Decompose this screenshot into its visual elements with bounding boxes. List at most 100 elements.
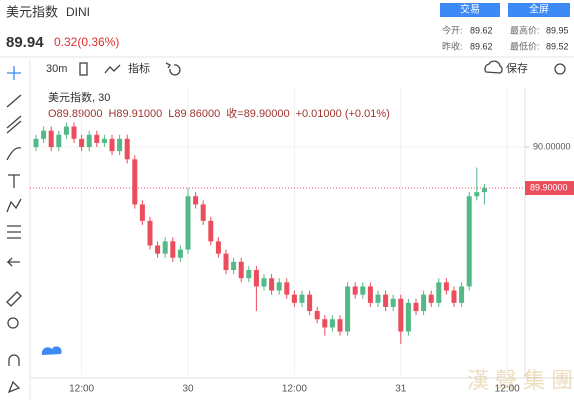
settings-icon[interactable] (554, 63, 566, 75)
candle-body (329, 319, 335, 328)
symbol: DINI (66, 5, 90, 19)
ohlc-label: O89.89000 (48, 108, 102, 120)
candle-body (398, 298, 404, 332)
candle-body (360, 286, 366, 295)
candle-body (48, 130, 54, 148)
trade-label[interactable]: 交易 (460, 3, 480, 16)
candle-body (428, 294, 434, 303)
ohlc-label: 收=89.90000 (226, 106, 289, 120)
candle-body (291, 294, 297, 303)
candle-body (223, 253, 229, 271)
candle-body (94, 134, 100, 143)
stat-value: 89.52 (546, 41, 569, 51)
candle-body (443, 282, 449, 291)
ohlc-label: H89.91000 (108, 108, 162, 120)
y-tick-label: 90.00000 (533, 141, 571, 151)
price: 89.94 (6, 34, 44, 51)
candle-body (261, 278, 267, 287)
trade-button[interactable] (440, 3, 500, 17)
candle-body (33, 138, 39, 148)
candle-body (269, 278, 275, 291)
watermark: 漢 聲 集 團 (467, 368, 573, 393)
stat-label: 昨收: (442, 40, 463, 51)
title: 美元指数 (6, 4, 58, 19)
candle-body (177, 249, 183, 258)
cloud-icon[interactable] (484, 60, 503, 74)
candle-body (56, 134, 62, 148)
candle-body (193, 196, 199, 205)
x-tick-label: 12:00 (495, 384, 520, 395)
candle-body (345, 286, 351, 332)
candle-body (63, 126, 69, 135)
candle-body (147, 220, 153, 246)
x-tick-label: 31 (395, 384, 407, 395)
candle-body (215, 241, 221, 254)
candle-body (253, 270, 259, 287)
candle-body (117, 138, 123, 152)
candle-body (139, 204, 145, 221)
candle-body (238, 261, 244, 279)
stats: 今开: 89.62 最高价: 89.95 昨收: 89.62 最低价: 89.52 (442, 24, 569, 51)
legend-title: 美元指数, 30 (48, 90, 110, 104)
stat-label: 最高价: (510, 24, 540, 35)
undo-icon[interactable] (165, 62, 181, 76)
candle-icon[interactable] (79, 62, 88, 76)
save[interactable]: 保存 (506, 61, 528, 75)
fullscreen-label[interactable]: 全屏 (529, 3, 549, 16)
candle-body (322, 319, 328, 328)
fullscreen-button[interactable] (508, 3, 570, 17)
ohlc-label: L89.86000 (168, 108, 220, 120)
candle-body (185, 196, 191, 250)
candle-body (390, 298, 396, 307)
ohlc-label: +0.01000 (+0.01%) (296, 108, 390, 120)
interval[interactable]: 30m (46, 63, 67, 75)
x-tick-label: 30 (182, 384, 194, 395)
candle-body (367, 286, 373, 303)
candle-body (79, 138, 85, 148)
stat-label: 最低价: (510, 40, 540, 51)
candle-body (276, 282, 282, 291)
candle-body (421, 294, 427, 312)
candle-body (246, 270, 252, 279)
candle-body (124, 138, 130, 160)
candle-body (109, 138, 115, 152)
candle-body (86, 134, 92, 148)
candle-body (436, 282, 442, 303)
candle-body (459, 286, 465, 303)
indicator-icon[interactable] (104, 64, 121, 74)
candle-body (307, 294, 313, 312)
candle-body (474, 192, 480, 197)
data-icon[interactable] (41, 346, 62, 355)
candle-body (481, 188, 487, 193)
candle-body (284, 282, 290, 295)
candle-body (299, 294, 305, 303)
stat-value: 89.62 (470, 25, 493, 35)
candle-body (405, 302, 411, 332)
candle-body (101, 138, 107, 143)
stat-value: 89.62 (470, 41, 493, 51)
candle-body (413, 302, 419, 312)
last-price-tag (525, 181, 574, 196)
stat-label: 今开: (442, 24, 463, 35)
drawing-tools[interactable] (6, 66, 22, 394)
candle-body (314, 311, 320, 320)
candle-body (466, 196, 472, 287)
candle-body (155, 245, 161, 254)
candle-body (41, 130, 47, 139)
candle-body (375, 294, 381, 303)
candle-body (208, 220, 214, 242)
candle-body (162, 241, 168, 254)
candle-body (200, 204, 206, 221)
change: 0.32(0.36%) (54, 35, 119, 49)
candle-body (383, 294, 389, 307)
stat-value: 89.95 (546, 25, 569, 35)
candle-body (451, 290, 457, 303)
last-price-label: 89.90000 (530, 182, 568, 192)
candle-body (170, 241, 176, 258)
x-tick-label: 12:00 (69, 384, 94, 395)
candle-body (337, 319, 343, 332)
indicators[interactable]: 指标 (128, 61, 150, 75)
candle-body (352, 286, 358, 295)
x-tick-label: 12:00 (282, 384, 307, 395)
